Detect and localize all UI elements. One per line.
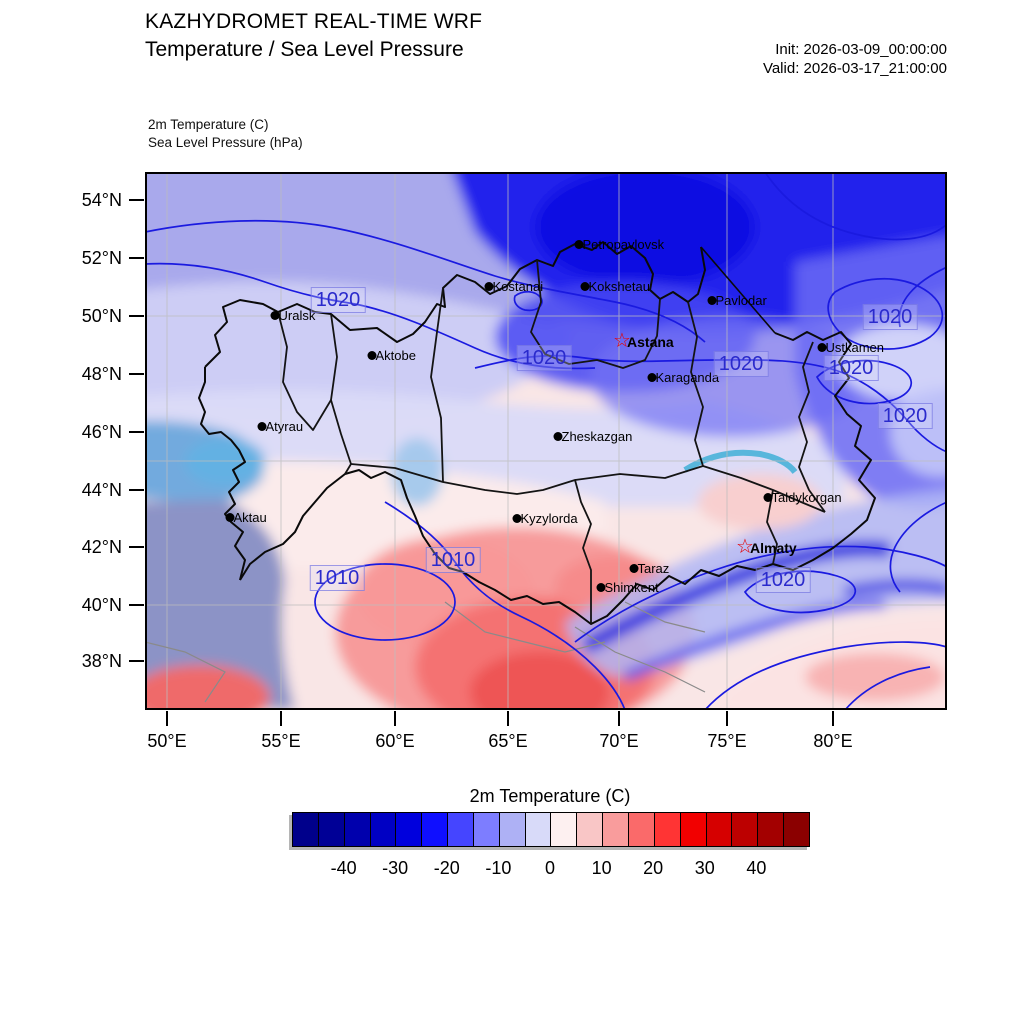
colorbar-cell (370, 813, 397, 846)
lat-tick (129, 373, 144, 375)
pressure-contour-label: 1010 (425, 547, 481, 573)
pressure-contour-label: 1020 (516, 345, 572, 371)
colorbar-cell (784, 813, 809, 846)
colorbar-cell (344, 813, 371, 846)
pressure-contour-label: 1020 (310, 287, 366, 313)
layer-label-pressure: Sea Level Pressure (hPa) (148, 135, 303, 150)
lon-tick-label: 65°E (488, 731, 528, 751)
colorbar-tick-label: -30 (382, 858, 409, 878)
lat-tick (129, 489, 144, 491)
lat-tick (129, 315, 144, 317)
lat-tick (129, 546, 144, 548)
colorbar-cell (525, 813, 552, 846)
lon-tick-label: 70°E (599, 731, 639, 751)
colorbar-cell (293, 813, 319, 846)
lon-tick (394, 711, 396, 726)
lon-tick-label: 50°E (147, 731, 187, 751)
lat-tick-label: 46°N (81, 422, 122, 442)
run-times: Init: 2026-03-09_00:00:00 Valid: 2026-03… (763, 40, 947, 78)
lat-tick-label: 50°N (81, 306, 122, 326)
oblast-borders (277, 259, 826, 624)
lon-tick (507, 711, 509, 726)
map-raster (145, 172, 947, 710)
page-title: KAZHYDROMET REAL-TIME WRF (145, 10, 483, 33)
colorbar-tick-labels: -40 -30 -20 -10 0 10 20 30 40 (292, 858, 808, 882)
pressure-contour-label: 1020 (823, 355, 879, 381)
lon-tick (726, 711, 728, 726)
colorbar-tick-label: 20 (643, 858, 664, 878)
colorbar-cell (473, 813, 500, 846)
colorbar-cell (603, 813, 629, 846)
lon-tick (166, 711, 168, 726)
lon-tick (618, 711, 620, 726)
page-subtitle: Temperature / Sea Level Pressure (145, 38, 464, 61)
pressure-contours (145, 172, 947, 710)
lon-tick (280, 711, 282, 726)
layer-label-temperature: 2m Temperature (C) (148, 117, 269, 132)
lon-tick-label: 75°E (707, 731, 747, 751)
colorbar-title: 2m Temperature (C) (469, 786, 631, 806)
colorbar-cell (654, 813, 681, 846)
lat-tick-label: 52°N (81, 248, 122, 268)
colorbar-cell (318, 813, 345, 846)
colorbar-tick-label: 10 (591, 858, 612, 878)
colorbar-cell (422, 813, 449, 846)
colorbar-tick-label: 0 (544, 858, 556, 878)
lat-tick-label: 54°N (81, 190, 122, 210)
colorbar-cell (396, 813, 423, 846)
lon-tick (832, 711, 834, 726)
pressure-contour-label: 1010 (309, 565, 365, 591)
colorbar (292, 812, 810, 847)
lon-tick-label: 60°E (375, 731, 415, 751)
colorbar-cell (706, 813, 733, 846)
lat-tick-label: 48°N (81, 364, 122, 384)
colorbar-tick-label: -20 (433, 858, 460, 878)
colorbar-cell (499, 813, 526, 846)
lat-tick-label: 38°N (81, 651, 122, 671)
lat-tick (129, 604, 144, 606)
colorbar-cell (758, 813, 785, 846)
colorbar-cell (680, 813, 707, 846)
lat-tick (129, 199, 144, 201)
lat-tick-label: 40°N (81, 595, 122, 615)
valid-time: Valid: 2026-03-17_21:00:00 (762, 60, 947, 77)
colorbar-tick-label: -10 (485, 858, 512, 878)
colorbar-cell (448, 813, 474, 846)
colorbar-tick-label: 30 (694, 858, 715, 878)
colorbar-cell (577, 813, 604, 846)
lat-tick (129, 660, 144, 662)
lat-tick-label: 44°N (81, 480, 122, 500)
colorbar-tick-label: 40 (746, 858, 767, 878)
colorbar-tick-label: -40 (330, 858, 357, 878)
map-plot-area: Uralsk Aktobe Kostanai Petropavlovsk Kokshet… (145, 172, 947, 710)
layer-labels: 2m Temperature (C) Sea Level Pressure (h… (148, 116, 303, 152)
lat-tick (129, 431, 144, 433)
colorbar-cell (628, 813, 655, 846)
pressure-contour-label: 1020 (877, 403, 933, 429)
title-block: KAZHYDROMET REAL-TIME WRF Temperature / … (145, 8, 482, 64)
temperature-field (145, 172, 947, 710)
lon-tick-label: 55°E (261, 731, 301, 751)
colorbar-cell (732, 813, 759, 846)
pressure-contour-label: 1020 (713, 351, 769, 377)
lon-tick-label: 80°E (813, 731, 853, 751)
lake-balkhash (683, 449, 798, 474)
foreign-borders (145, 601, 706, 703)
national-border (198, 241, 876, 625)
pressure-contour-label: 1020 (862, 304, 918, 330)
map-frame (145, 172, 947, 710)
init-time: Init: 2026-03-09_00:00:00 (775, 41, 947, 58)
graticule (145, 172, 947, 710)
pressure-contour-label: 1020 (755, 567, 811, 593)
lat-tick-label: 42°N (81, 537, 122, 557)
lat-tick (129, 257, 144, 259)
colorbar-cell (551, 813, 578, 846)
